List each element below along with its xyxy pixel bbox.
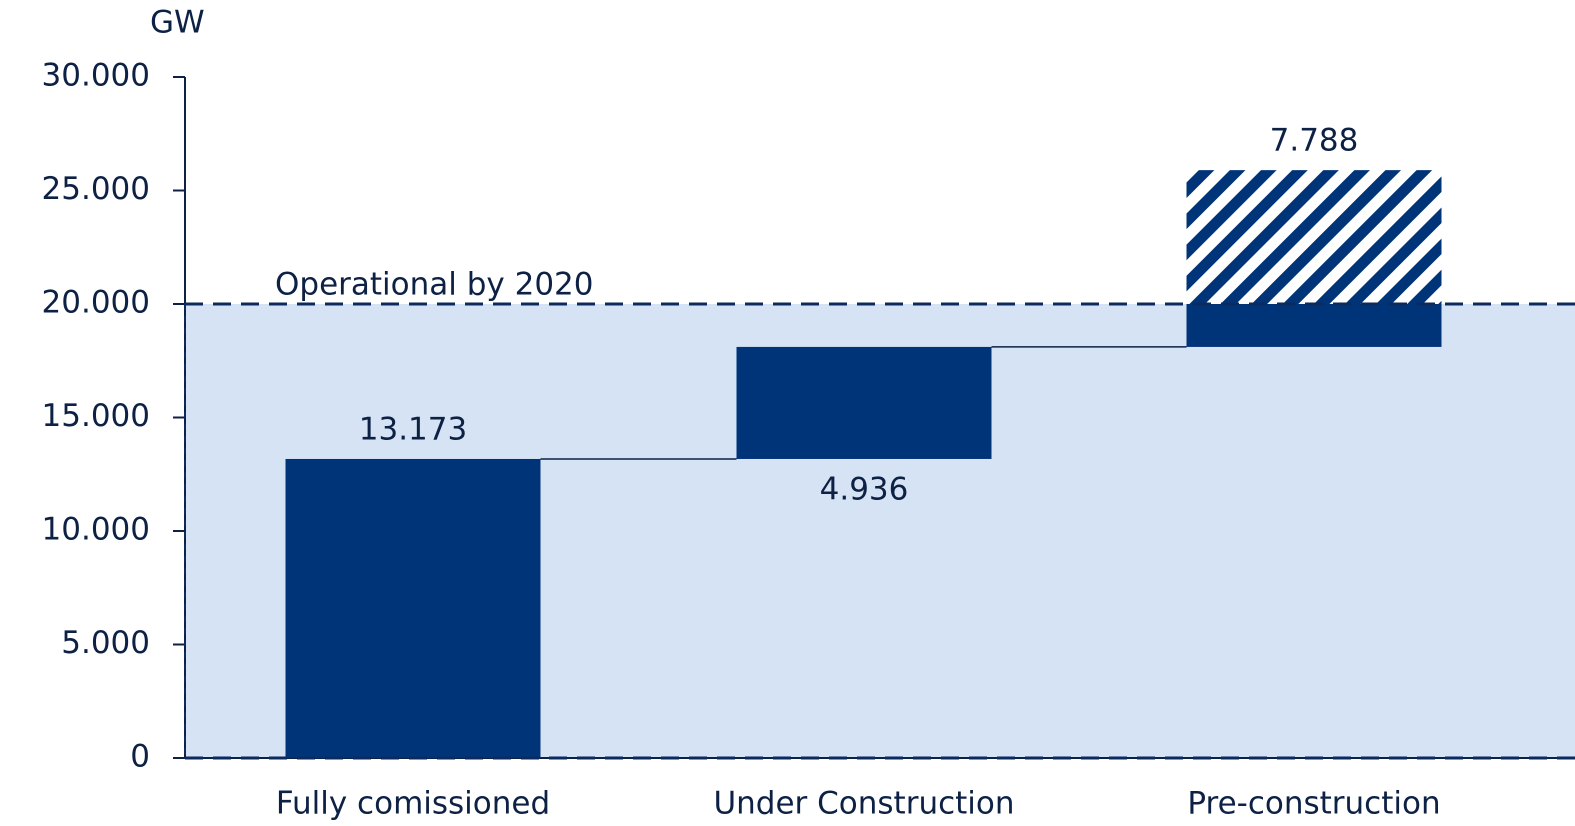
bar (285, 458, 541, 758)
data-label: 7.788 (1270, 123, 1359, 159)
x-tick-label: Fully comissioned (276, 786, 550, 822)
bar (736, 346, 992, 459)
data-label: 13.173 (359, 411, 467, 447)
y-tick-label: 30.000 (42, 58, 150, 94)
y-tick-label: 25.000 (42, 171, 150, 207)
bar (1186, 304, 1442, 347)
x-tick-label: Pre-construction (1187, 786, 1440, 822)
data-label: 4.936 (820, 471, 909, 507)
y-tick-label: 15.000 (42, 398, 150, 434)
bar-beyond-2020 (1186, 170, 1442, 304)
threshold-label: Operational by 2020 (275, 267, 594, 303)
x-tick-label: Under Construction (713, 786, 1014, 822)
y-axis-label: GW (150, 5, 205, 41)
y-tick-label: 20.000 (42, 285, 150, 321)
y-tick-label: 0 (130, 739, 150, 775)
y-tick-label: 5.000 (61, 625, 150, 661)
y-tick-label: 10.000 (42, 512, 150, 548)
